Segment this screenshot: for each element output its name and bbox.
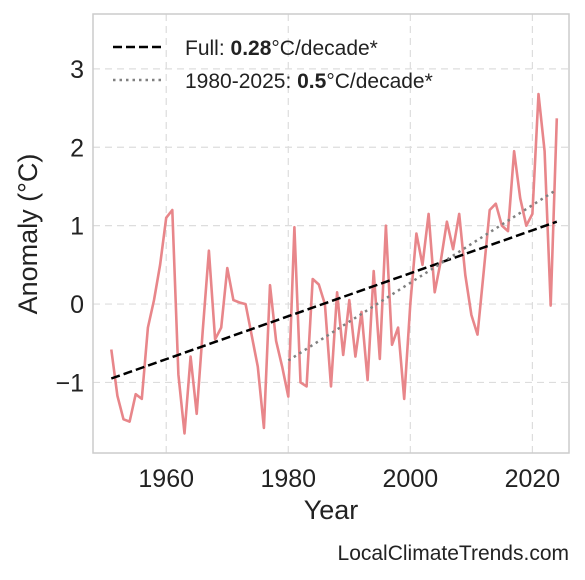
x-tick-label: 1980 bbox=[260, 465, 316, 493]
source-watermark: LocalClimateTrends.com bbox=[338, 542, 569, 565]
anomaly-series-line bbox=[110, 92, 559, 435]
legend-recent-label: 1980-2025: 0.5°C/decade* bbox=[185, 70, 433, 93]
legend-full-colon: : bbox=[219, 37, 231, 60]
plot-layer bbox=[110, 92, 559, 435]
y-tick-label: 1 bbox=[70, 213, 84, 241]
y-tick-label: 0 bbox=[70, 291, 84, 319]
x-tick-label: 2020 bbox=[505, 465, 561, 493]
x-tick-label: 1960 bbox=[138, 465, 194, 493]
legend: Full: 0.28°C/decade* 1980-2025: 0.5°C/de… bbox=[113, 37, 433, 93]
legend-full-unit: °C/decade* bbox=[271, 37, 377, 60]
legend-recent-unit: °C/decade* bbox=[326, 70, 432, 93]
recent-trend-line bbox=[287, 188, 558, 362]
grid-layer bbox=[93, 14, 569, 453]
legend-full-series-name: Full bbox=[185, 37, 219, 60]
ticks-layer: 1960 1980 2000 2020 −1 0 1 2 3 bbox=[55, 56, 560, 493]
legend-recent-colon: : bbox=[285, 70, 297, 93]
legend-full-rate: 0.28 bbox=[231, 37, 272, 60]
plot-frame bbox=[92, 13, 570, 454]
legend-full-label: Full: 0.28°C/decade* bbox=[185, 37, 378, 60]
y-tick-label: 3 bbox=[70, 56, 84, 84]
x-axis-label: Year bbox=[304, 495, 359, 525]
legend-recent-rate: 0.5 bbox=[297, 70, 327, 93]
y-tick-label: −1 bbox=[55, 369, 84, 397]
full-trend-line bbox=[110, 220, 558, 380]
legend-recent-series-name: 1980-2025 bbox=[185, 70, 285, 93]
y-tick-label: 2 bbox=[70, 134, 84, 162]
y-axis-label: Anomaly (°C) bbox=[13, 154, 43, 315]
x-tick-label: 2000 bbox=[383, 465, 439, 493]
